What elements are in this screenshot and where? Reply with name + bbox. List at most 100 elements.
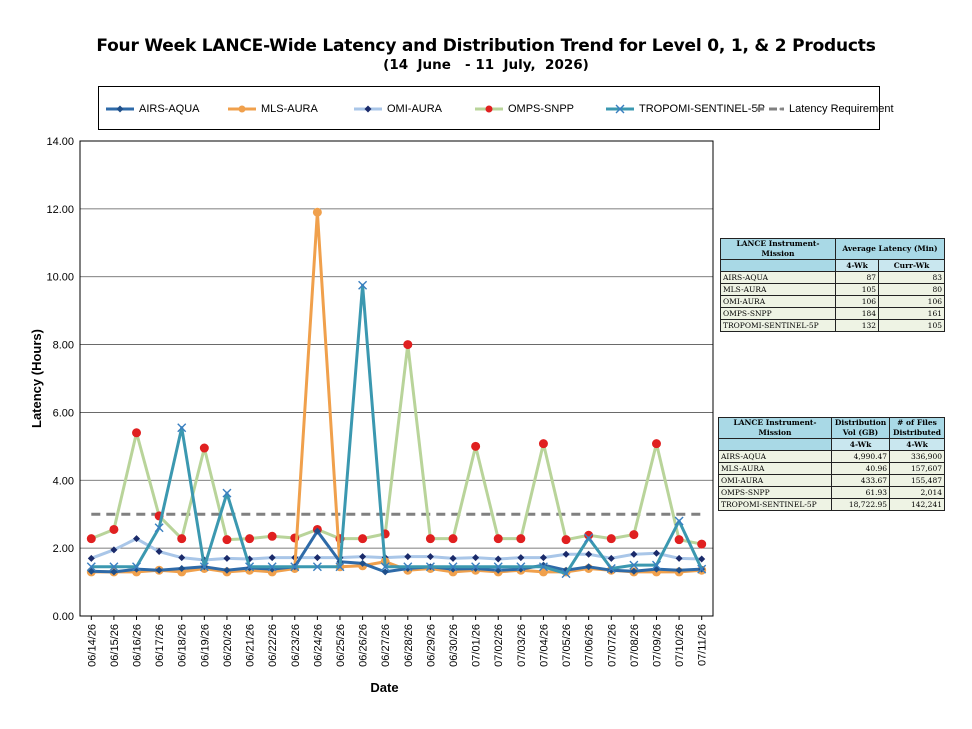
legend-item-omps-snpp: OMPS-SNPP (474, 87, 574, 131)
data-point (359, 559, 367, 567)
legend-item-latency-requirement: Latency Requirement (755, 87, 894, 131)
data-point (585, 563, 593, 571)
data-point (177, 534, 187, 544)
x-tick-label: 07/07/26 (606, 624, 618, 667)
latency-table-sub-currwk: Curr-Wk (878, 259, 945, 272)
data-point (154, 523, 164, 533)
distribution-table-row: AIRS-AQUA 4,990.47 336,900 (718, 450, 945, 463)
data-point (630, 550, 638, 558)
data-point (245, 562, 255, 572)
data-point (630, 567, 638, 575)
data-point (606, 564, 616, 573)
cell-value: 83 (878, 271, 945, 284)
data-point (199, 443, 209, 453)
data-point (697, 564, 707, 574)
data-point (426, 553, 434, 561)
data-point (403, 340, 413, 350)
distribution-table-header-vol: Distribution Vol (GB) (830, 417, 891, 439)
legend-item-airs-aqua: AIRS-AQUA (105, 87, 200, 131)
latency-table-row: MLS-AURA 105 80 (720, 283, 945, 296)
data-point (629, 560, 639, 570)
data-point (472, 554, 480, 562)
distribution-table-sub-files: 4-Wk (889, 438, 945, 451)
cell-mission: AIRS-AQUA (718, 450, 832, 463)
legend-label: MLS-AURA (261, 103, 318, 115)
data-point (358, 280, 368, 290)
data-point (132, 562, 142, 572)
data-point (471, 441, 481, 451)
data-point (133, 535, 141, 543)
x-tick-label: 07/05/26 (561, 624, 573, 667)
x-tick-label: 07/03/26 (516, 624, 528, 667)
data-point (403, 562, 413, 572)
x-tick-label: 06/15/26 (109, 624, 121, 667)
distribution-table-row: TROPOMI-SENTINEL-5P 18,722.95 142,241 (718, 498, 945, 511)
cell-mission: OMI-AURA (718, 474, 832, 487)
cell-value: 142,241 (889, 498, 945, 511)
distribution-table-row: OMI-AURA 433.67 155,487 (718, 474, 945, 487)
cell-mission: TROPOMI-SENTINEL-5P (718, 498, 832, 511)
data-point (132, 428, 142, 438)
y-tick-label: 8.00 (53, 340, 74, 352)
series-line-omi-aura (90, 537, 702, 562)
data-point (538, 439, 548, 449)
chart-title: Four Week LANCE-Wide Latency and Distrib… (96, 36, 876, 56)
cell-value: 433.67 (830, 474, 891, 487)
y-tick-label: 0.00 (53, 611, 74, 623)
data-point (267, 531, 277, 541)
data-point (607, 554, 615, 562)
cell-value: 184 (834, 307, 880, 320)
diamond-icon (354, 105, 382, 113)
data-point (267, 562, 277, 572)
x-tick-label: 07/09/26 (651, 624, 663, 667)
data-point (674, 535, 684, 545)
cell-mission: OMI-AURA (720, 295, 836, 308)
legend-item-omi-aura: OMI-AURA (353, 87, 442, 131)
diamond-icon (106, 105, 134, 113)
data-point (110, 546, 118, 554)
cell-mission: MLS-AURA (720, 283, 836, 296)
cell-value: 61.93 (830, 486, 891, 499)
data-point (584, 533, 594, 543)
legend-label: Latency Requirement (789, 103, 894, 115)
cell-mission: TROPOMI-SENTINEL-5P (720, 319, 836, 332)
data-point (199, 562, 209, 572)
series-line-airs-aqua (91, 529, 702, 574)
data-point (425, 562, 435, 572)
data-point (629, 530, 639, 540)
x-tick-label: 06/16/26 (132, 624, 144, 667)
data-point (155, 548, 163, 556)
cell-mission: MLS-AURA (718, 462, 832, 475)
y-axis-title: Latency (Hours) (29, 329, 44, 428)
data-point (86, 534, 96, 544)
x-icon (606, 104, 634, 114)
series-line-mls-aura (91, 210, 702, 574)
latency-table-row: AIRS-AQUA 87 83 (720, 271, 945, 284)
dash-icon (756, 107, 784, 111)
x-tick-label: 06/14/26 (86, 624, 98, 667)
cell-mission: OMPS-SNPP (720, 307, 836, 320)
data-point (652, 549, 660, 557)
data-point (110, 568, 118, 576)
data-point (380, 562, 390, 572)
chart-subtitle: (14 June - 11 July, 2026) (383, 57, 589, 73)
x-tick-label: 06/20/26 (222, 624, 234, 667)
data-point (109, 562, 119, 572)
legend-label: OMI-AURA (387, 103, 442, 115)
cell-value: 105 (878, 319, 945, 332)
data-point (449, 554, 457, 562)
cell-value: 161 (878, 307, 945, 320)
x-tick-label: 06/22/26 (267, 624, 279, 667)
x-tick-label: 06/26/26 (358, 624, 370, 667)
data-point (313, 527, 321, 535)
latency-table-row: OMPS-SNPP 184 161 (720, 307, 945, 320)
data-point (516, 534, 526, 544)
data-point (493, 534, 503, 544)
latency-table: LANCE Instrument-Mission Average Latency… (720, 238, 945, 332)
plot-area (79, 140, 714, 617)
x-tick-label: 06/25/26 (335, 624, 347, 667)
data-point (87, 554, 95, 562)
data-point (404, 553, 412, 561)
series-line-tropomi-sentinel-5p (91, 283, 704, 576)
